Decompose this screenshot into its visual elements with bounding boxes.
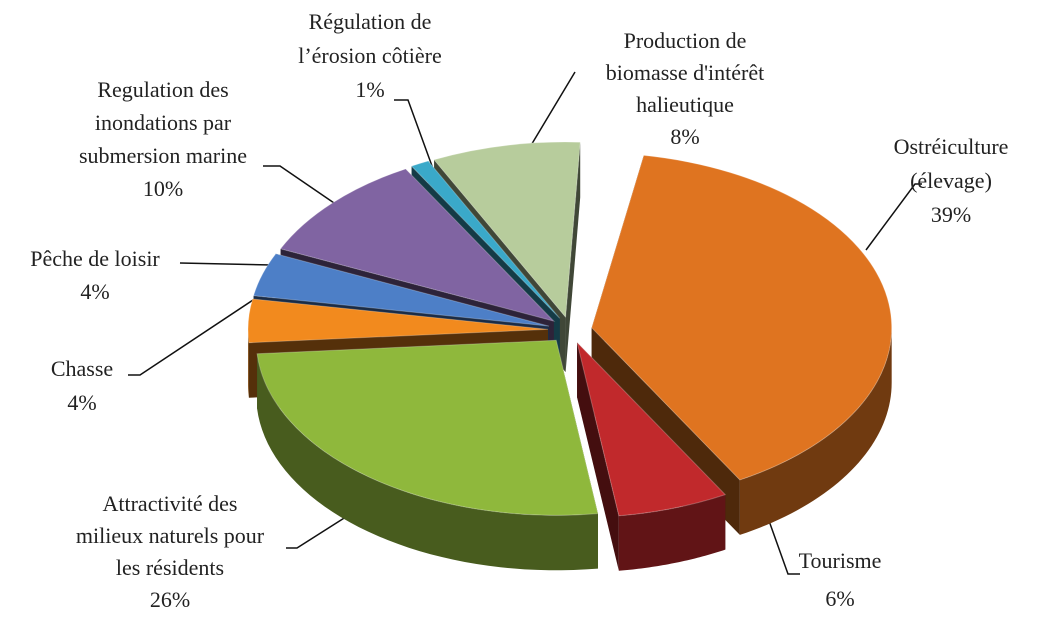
slice-label: Regulation des inondations par submersio…	[53, 73, 273, 205]
leader-line	[128, 297, 257, 376]
slice-label: Régulation de l’érosion côtière 1%	[260, 5, 480, 107]
slice-label: Chasse 4%	[0, 352, 192, 420]
slice	[410, 160, 561, 319]
value-label: 4%	[80, 279, 110, 304]
category-label: Ostréiculture (élevage)	[893, 134, 1009, 193]
slice-wall	[248, 329, 249, 398]
slice-label: Production de biomasse d'intérêt halieut…	[575, 25, 795, 153]
slice-side	[577, 342, 619, 571]
value-label: 4%	[67, 390, 97, 415]
slice-wall	[739, 327, 892, 535]
value-label: 10%	[142, 176, 184, 201]
slice-label: Pêche de loisir 4%	[0, 242, 205, 308]
slice	[576, 340, 727, 517]
leader-line	[179, 262, 273, 266]
slice-label: Ostréiculture (élevage) 39%	[851, 130, 1051, 232]
value-label: 6%	[825, 586, 855, 611]
slice-label: Tourisme 6%	[730, 542, 950, 618]
slice-label: Attractivité des milieux naturels pour l…	[60, 488, 280, 616]
slice	[252, 253, 550, 327]
category-label: Tourisme	[798, 548, 882, 573]
category-label: Pêche de loisir	[30, 246, 160, 271]
leader-line	[865, 183, 922, 251]
pie	[247, 141, 893, 571]
value-label: 1%	[355, 77, 385, 102]
category-label: Attractivité des milieux naturels pour l…	[75, 491, 265, 580]
leader-line	[394, 99, 441, 189]
value-label: 8%	[670, 124, 700, 149]
value-label: 26%	[149, 587, 191, 612]
leader-line	[767, 517, 800, 575]
slice	[247, 298, 549, 344]
value-label: 39%	[930, 202, 972, 227]
slice-wall	[257, 353, 598, 571]
slice	[256, 339, 599, 516]
slice-wall	[618, 494, 726, 571]
slice	[279, 168, 556, 323]
category-label: Production de biomasse d'intérêt halieut…	[605, 28, 765, 117]
leader-line	[263, 165, 357, 219]
category-label: Régulation de l’érosion côtière	[298, 9, 442, 68]
slice	[591, 154, 893, 481]
category-label: Chasse	[50, 356, 114, 381]
slice	[433, 141, 581, 319]
slice-side	[565, 142, 581, 373]
category-label: Regulation des inondations par submersio…	[78, 77, 248, 168]
